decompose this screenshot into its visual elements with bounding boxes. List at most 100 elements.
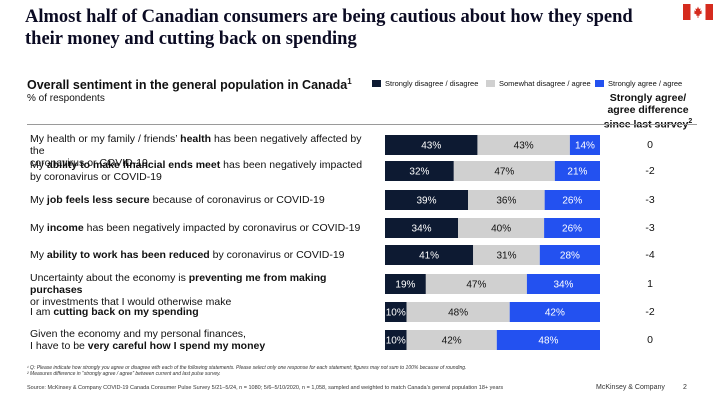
subtitle-footnote-marker: 1 bbox=[347, 77, 352, 86]
header-divider bbox=[27, 124, 697, 125]
chart-subtitle: Overall sentiment in the general populat… bbox=[27, 77, 352, 93]
row-difference-value: -2 bbox=[645, 165, 655, 177]
row-difference-value: 0 bbox=[647, 139, 653, 151]
bar-value-label-disagree: 32% bbox=[409, 167, 429, 178]
bar-segment-somewhat bbox=[473, 245, 540, 265]
row-label-text: or investments that I would otherwise ma… bbox=[30, 296, 232, 308]
bar-segment-somewhat bbox=[477, 135, 570, 155]
bar-segment-disagree bbox=[385, 218, 459, 238]
bar-segment-agree bbox=[526, 274, 600, 294]
bar-value-label-agree: 48% bbox=[538, 336, 558, 347]
row-label-text: has been negatively impacted by coronavi… bbox=[83, 222, 361, 234]
bar-segment-disagree bbox=[385, 330, 407, 350]
row-label-text: My bbox=[30, 159, 47, 171]
brand-name: McKinsey & Company bbox=[596, 384, 665, 391]
row-label-emphasis: preventing me from making purchases bbox=[30, 272, 327, 296]
legend-label-disagree: Strongly disagree / disagree bbox=[385, 79, 479, 88]
page-number: 2 bbox=[683, 384, 687, 391]
row-label-text: My bbox=[30, 249, 47, 261]
row-label-emphasis: ability to make financial ends meet bbox=[46, 159, 221, 171]
bar-segment-disagree bbox=[385, 274, 426, 294]
bar-segment-agree bbox=[569, 135, 600, 155]
legend-swatch-somewhat bbox=[486, 80, 495, 87]
bar-value-label-agree: 28% bbox=[560, 251, 580, 262]
legend-swatch-disagree bbox=[372, 80, 381, 87]
row-label-text: My health or my family / friends’ bbox=[30, 133, 181, 145]
bar-segment-somewhat bbox=[468, 190, 545, 210]
diff-header-line-2: agree difference bbox=[607, 104, 689, 116]
bar-value-label-somewhat: 48% bbox=[448, 308, 468, 319]
bar-segment-agree bbox=[509, 302, 600, 322]
row-difference-value: 1 bbox=[647, 278, 653, 290]
row-label-text: by coronavirus or COVID-19 bbox=[30, 171, 162, 183]
row-label-text: My bbox=[30, 194, 47, 206]
bar-value-label-disagree: 10% bbox=[386, 336, 406, 347]
row-label-text: Uncertainty about the economy is bbox=[30, 272, 189, 284]
legend-label-agree: Strongly agree / agree bbox=[608, 79, 683, 88]
chart-unit: % of respondents bbox=[27, 93, 105, 104]
row-label-text: My bbox=[30, 222, 47, 234]
row-label-text: has been negatively affected by the bbox=[30, 133, 362, 157]
footnote-2: ² Measures difference in “strongly agree… bbox=[27, 371, 221, 377]
row-label-emphasis: very careful how I spend my money bbox=[87, 340, 266, 352]
row-label-text: coronavirus or COVID-19 bbox=[30, 157, 148, 169]
bar-value-label-somewhat: 40% bbox=[491, 224, 511, 235]
bar-value-label-disagree: 19% bbox=[395, 280, 415, 291]
bar-value-label-agree: 42% bbox=[545, 308, 565, 319]
row-difference-value: -2 bbox=[645, 306, 655, 318]
bar-value-label-disagree: 10% bbox=[386, 308, 406, 319]
row-difference-value: -4 bbox=[645, 249, 655, 261]
row-label-emphasis: ability to work has been reduced bbox=[46, 249, 210, 261]
row-label-emphasis: cutting back on my spending bbox=[53, 306, 199, 318]
bar-value-label-somewhat: 42% bbox=[442, 336, 462, 347]
bar-segment-disagree bbox=[385, 190, 469, 210]
bar-segment-agree bbox=[539, 245, 600, 265]
row-label-text: because of coronavirus or COVID-19 bbox=[149, 194, 325, 206]
legend-swatch-agree bbox=[595, 80, 604, 87]
bar-value-label-disagree: 34% bbox=[412, 224, 432, 235]
bar-value-label-somewhat: 47% bbox=[494, 167, 514, 178]
bar-value-label-agree: 14% bbox=[575, 141, 595, 152]
row-label: Given the economy and my personal financ… bbox=[30, 328, 375, 352]
row-label-emphasis: job feels less secure bbox=[46, 194, 150, 206]
row-label-emphasis: health bbox=[180, 133, 212, 145]
bar-segment-somewhat bbox=[406, 302, 510, 322]
row-label-emphasis: income bbox=[46, 222, 84, 234]
diff-header-footnote-marker: 2 bbox=[688, 118, 693, 125]
page-title: Almost half of Canadian consumers are be… bbox=[25, 7, 633, 49]
legend-item-agree: Strongly agree / agree bbox=[595, 79, 682, 88]
diff-header-line-1: Strongly agree/ bbox=[609, 92, 687, 104]
bar-segment-agree bbox=[554, 161, 600, 181]
bar-segment-agree bbox=[544, 190, 600, 210]
row-label: Uncertainty about the economy is prevent… bbox=[30, 272, 375, 308]
bar-value-label-somewhat: 36% bbox=[496, 196, 516, 207]
difference-column-header: Strongly agree/ agree difference since l… bbox=[598, 92, 698, 131]
legend-item-disagree: Strongly disagree / disagree bbox=[372, 79, 478, 88]
bar-segment-disagree bbox=[385, 245, 474, 265]
row-label: My income has been negatively impacted b… bbox=[30, 222, 375, 234]
legend-label-somewhat: Somewhat disagree / agree bbox=[499, 79, 591, 88]
row-label: My ability to make financial ends meet h… bbox=[30, 159, 375, 183]
footnote-1: ¹ Q: Please indicate how strongly you ag… bbox=[27, 365, 467, 371]
row-label-text: Given the economy and my personal financ… bbox=[30, 328, 246, 340]
bar-value-label-agree: 21% bbox=[567, 167, 587, 178]
row-label-text: by coronavirus or COVID-19 bbox=[209, 249, 345, 261]
bar-value-label-somewhat: 43% bbox=[514, 141, 534, 152]
row-label: I am cutting back on my spending bbox=[30, 306, 375, 318]
bar-value-label-somewhat: 47% bbox=[466, 280, 486, 291]
source-note: Source: McKinsey & Company COVID-19 Cana… bbox=[27, 385, 504, 391]
bar-segment-somewhat bbox=[453, 161, 555, 181]
bar-segment-agree bbox=[544, 218, 600, 238]
row-difference-value: 0 bbox=[647, 334, 653, 346]
row-label: My job feels less secure because of coro… bbox=[30, 194, 375, 206]
bar-value-label-disagree: 41% bbox=[419, 251, 439, 262]
legend-item-somewhat: Somewhat disagree / agree bbox=[486, 79, 591, 88]
bar-value-label-agree: 34% bbox=[553, 280, 573, 291]
row-label: My health or my family / friends’ health… bbox=[30, 133, 375, 169]
row-difference-value: -3 bbox=[645, 222, 655, 234]
row-label-text: I have to be bbox=[30, 340, 88, 352]
bar-segment-somewhat bbox=[458, 218, 545, 238]
bar-value-label-agree: 26% bbox=[562, 224, 582, 235]
bar-value-label-disagree: 39% bbox=[417, 196, 437, 207]
bar-value-label-disagree: 43% bbox=[421, 141, 441, 152]
